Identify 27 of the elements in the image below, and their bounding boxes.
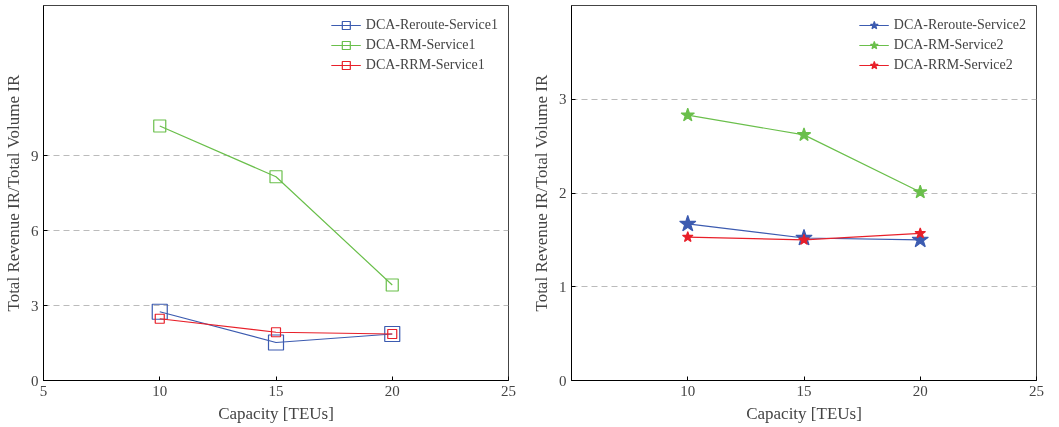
legend-label: DCA-RRM-Service1 (365, 57, 485, 73)
legend-label: DCA-RM-Service1 (365, 37, 476, 53)
y-tick-label: 0 (559, 372, 567, 389)
x-tick-label: 15 (268, 382, 284, 399)
y-tick-label: 3 (31, 297, 39, 314)
y-tick-label: 6 (31, 222, 39, 239)
x-tick-label: 25 (1029, 382, 1044, 399)
legend-label: DCA-Reroute-Service2 (893, 17, 1026, 33)
legend-label: DCA-Reroute-Service1 (365, 17, 498, 33)
x-tick-label: 20 (384, 382, 400, 399)
x-axis-title: Capacity [TEUs] (218, 403, 334, 423)
x-tick-label: 5 (39, 382, 48, 399)
y-tick-label: 9 (31, 147, 39, 164)
legend-label: DCA-RRM-Service2 (893, 57, 1013, 73)
x-tick-label: 25 (501, 382, 516, 399)
y-tick-label: 3 (559, 91, 567, 108)
y-tick-label: 0 (31, 372, 39, 389)
y-tick-label: 2 (559, 185, 567, 201)
y-tick-label: 1 (559, 278, 567, 295)
x-tick-label: 10 (152, 382, 168, 399)
legend-label: DCA-RM-Service2 (893, 37, 1004, 53)
y-axis-title: Total Revenue IR/Total Volume IR (532, 74, 551, 312)
x-tick-label: 20 (912, 382, 928, 399)
y-axis-title: Total Revenue IR/Total Volume IR (4, 74, 23, 312)
x-axis-title: Capacity [TEUs] (746, 403, 862, 423)
x-tick-label: 10 (680, 382, 696, 399)
x-tick-label: 15 (796, 382, 812, 399)
